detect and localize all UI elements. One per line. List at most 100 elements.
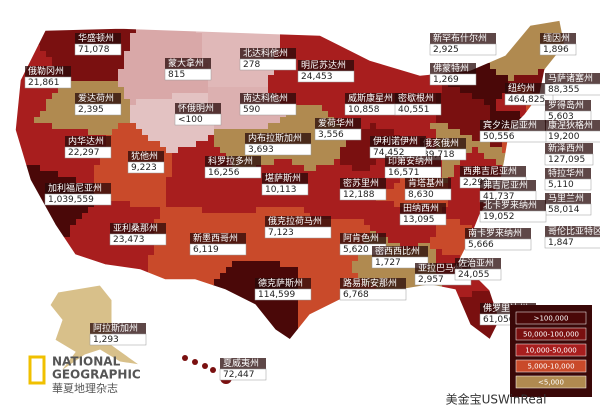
region-cell bbox=[316, 303, 323, 310]
region-cell bbox=[454, 249, 461, 256]
region-cell bbox=[70, 87, 77, 94]
region-cell bbox=[112, 183, 119, 190]
region-cell bbox=[328, 339, 335, 340]
region-cell bbox=[160, 303, 167, 310]
region-cell bbox=[82, 225, 89, 232]
region-cell bbox=[364, 87, 371, 94]
region-cell bbox=[52, 315, 59, 322]
region-cell bbox=[286, 27, 293, 34]
region-cell bbox=[172, 81, 179, 88]
region-cell bbox=[15, 255, 17, 262]
region-cell bbox=[316, 81, 323, 88]
region-cell bbox=[298, 117, 305, 124]
region-cell bbox=[442, 327, 449, 334]
region-cell bbox=[454, 57, 461, 64]
region-cell bbox=[388, 231, 395, 238]
region-cell bbox=[334, 225, 341, 232]
region-cell bbox=[466, 309, 473, 316]
region-cell bbox=[340, 93, 347, 100]
region-cell bbox=[130, 20, 137, 22]
region-cell bbox=[184, 243, 191, 250]
region-cell bbox=[352, 45, 359, 52]
region-cell bbox=[16, 273, 23, 280]
region-cell bbox=[370, 63, 377, 70]
region-cell bbox=[34, 261, 41, 268]
region-cell bbox=[100, 243, 107, 250]
region-cell bbox=[334, 183, 341, 190]
region-cell bbox=[526, 285, 533, 292]
region-cell bbox=[34, 87, 41, 94]
region-cell bbox=[226, 123, 233, 130]
region-cell bbox=[130, 87, 137, 94]
region-cell bbox=[532, 75, 539, 82]
region-cell bbox=[256, 189, 263, 196]
region-cell bbox=[88, 219, 95, 226]
region-cell bbox=[322, 333, 329, 340]
region-cell bbox=[226, 285, 233, 292]
region-cell bbox=[454, 189, 461, 196]
region-cell bbox=[202, 279, 209, 286]
region-cell bbox=[388, 339, 395, 340]
region-cell bbox=[148, 117, 155, 124]
region-cell bbox=[496, 63, 503, 70]
region-cell bbox=[334, 285, 341, 292]
region-cell bbox=[298, 21, 305, 28]
region-cell bbox=[484, 20, 491, 22]
region-cell bbox=[214, 75, 221, 82]
region-cell bbox=[130, 189, 137, 196]
region-cell bbox=[208, 129, 215, 136]
region-cell bbox=[190, 207, 197, 214]
region-cell bbox=[184, 213, 191, 220]
region-cell bbox=[274, 20, 281, 22]
region-cell bbox=[112, 273, 119, 280]
region-cell bbox=[520, 261, 527, 268]
region-cell bbox=[94, 237, 101, 244]
region-cell bbox=[352, 27, 359, 34]
region-cell bbox=[130, 201, 137, 208]
region-cell bbox=[328, 213, 335, 220]
region-cell bbox=[88, 261, 95, 268]
region-cell bbox=[136, 63, 143, 70]
region-cell bbox=[52, 171, 59, 178]
region-cell bbox=[15, 219, 17, 226]
region-cell bbox=[322, 189, 329, 196]
region-cell bbox=[304, 105, 311, 112]
region-cell bbox=[280, 195, 287, 202]
region-cell bbox=[418, 297, 425, 304]
region-cell bbox=[328, 111, 335, 118]
region-cell bbox=[184, 135, 191, 142]
region-cell bbox=[436, 321, 443, 328]
region-cell bbox=[118, 249, 125, 256]
region-cell bbox=[520, 273, 527, 280]
region-cell bbox=[358, 225, 365, 232]
region-cell bbox=[484, 27, 491, 34]
region-cell bbox=[70, 69, 77, 76]
region-cell bbox=[298, 321, 305, 328]
region-cell bbox=[484, 63, 491, 70]
region-cell bbox=[310, 195, 317, 202]
region-cell bbox=[466, 27, 473, 34]
region-cell bbox=[148, 255, 155, 262]
region-cell bbox=[190, 129, 197, 136]
region-cell bbox=[424, 117, 431, 124]
region-cell bbox=[286, 201, 293, 208]
region-cell bbox=[184, 321, 191, 328]
region-cell bbox=[268, 21, 275, 28]
region-cell bbox=[142, 183, 149, 190]
region-cell bbox=[136, 255, 143, 262]
region-cell bbox=[136, 99, 143, 106]
region-cell bbox=[424, 33, 431, 40]
region-cell bbox=[250, 81, 257, 88]
region-cell bbox=[382, 213, 389, 220]
region-cell bbox=[40, 33, 47, 40]
region-cell bbox=[328, 207, 335, 214]
region-cell bbox=[250, 117, 257, 124]
region-cell bbox=[136, 27, 143, 34]
region-cell bbox=[16, 333, 23, 340]
region-cell bbox=[448, 105, 455, 112]
region-cell bbox=[286, 20, 293, 22]
region-cell bbox=[268, 117, 275, 124]
region-cell bbox=[106, 255, 113, 262]
region-cell bbox=[460, 159, 467, 166]
region-cell bbox=[394, 315, 401, 322]
